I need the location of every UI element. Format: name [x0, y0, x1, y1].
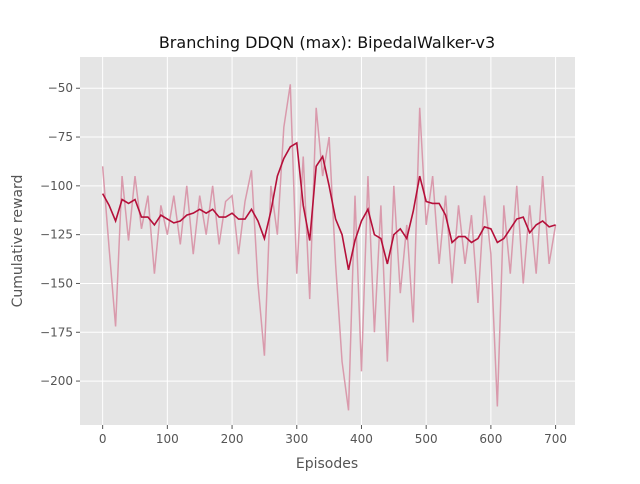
series-line — [101, 84, 557, 411]
x-tick-label: 500 — [415, 432, 438, 446]
x-tick-label: 200 — [221, 432, 244, 446]
x-tick-label: 100 — [156, 432, 179, 446]
chart-title: Branching DDQN (max): BipedalWalker-v3 — [159, 33, 495, 52]
x-tick-label: 600 — [479, 432, 502, 446]
y-tick-label: −50 — [48, 81, 73, 95]
plot-area — [80, 57, 575, 425]
x-tick-label: 400 — [350, 432, 373, 446]
x-axis-label: Episodes — [296, 456, 358, 472]
x-tick-label: 0 — [99, 432, 107, 446]
y-tick-label: −75 — [48, 130, 73, 144]
y-tick-label: −125 — [40, 228, 73, 242]
y-tick-label: −200 — [40, 374, 73, 388]
y-axis-label: Cumulative reward — [10, 175, 26, 308]
y-tick-label: −100 — [40, 179, 73, 193]
y-tick-label: −175 — [40, 325, 73, 339]
y-tick-label: −150 — [40, 276, 73, 290]
series-line — [101, 141, 556, 270]
x-tick-label: 300 — [285, 432, 308, 446]
x-tick-label: 700 — [544, 432, 567, 446]
